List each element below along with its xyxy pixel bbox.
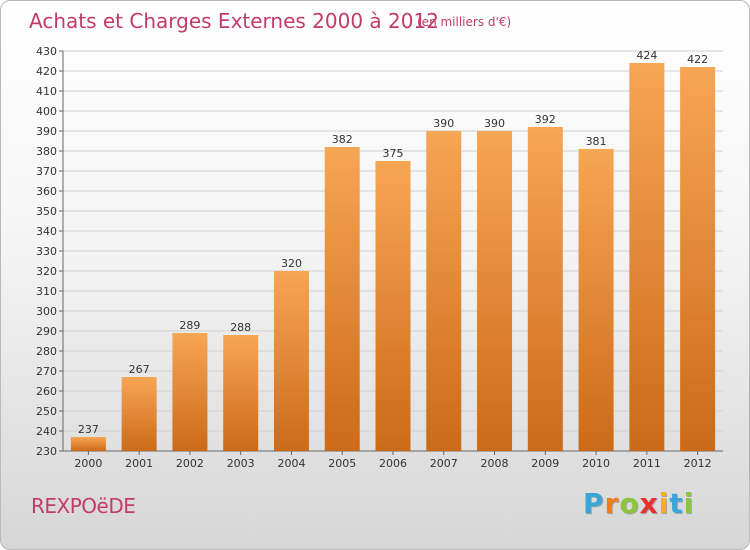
y-tick-label: 360 bbox=[36, 185, 57, 198]
value-label-2012: 422 bbox=[687, 53, 708, 66]
value-label-2009: 392 bbox=[535, 113, 556, 126]
y-tick-label: 410 bbox=[36, 85, 57, 98]
logo-letter: P bbox=[583, 487, 605, 520]
y-tick-label: 280 bbox=[36, 345, 57, 358]
y-tick-label: 370 bbox=[36, 165, 57, 178]
bar-2005 bbox=[324, 147, 360, 451]
bar-2002 bbox=[172, 333, 208, 451]
proxiti-logo: Proxiti bbox=[583, 487, 694, 520]
x-tick-label-2002: 2002 bbox=[176, 457, 204, 470]
value-label-2007: 390 bbox=[433, 117, 454, 130]
bar-2006 bbox=[375, 161, 411, 451]
value-label-2008: 390 bbox=[484, 117, 505, 130]
value-label-2002: 289 bbox=[179, 319, 200, 332]
value-label-2006: 375 bbox=[383, 147, 404, 160]
y-tick-label: 340 bbox=[36, 225, 57, 238]
x-tick-label-2003: 2003 bbox=[227, 457, 255, 470]
bar-2000 bbox=[70, 437, 106, 451]
y-tick-label: 350 bbox=[36, 205, 57, 218]
logo-letter: x bbox=[639, 487, 659, 520]
x-tick-label-2004: 2004 bbox=[277, 457, 305, 470]
y-tick-label: 310 bbox=[36, 285, 57, 298]
axes: 230 240 250 260 270 280 290 300 310 320 330 340 350 3… bbox=[36, 45, 723, 470]
bar-2011 bbox=[629, 63, 665, 451]
bar-2003 bbox=[223, 335, 259, 451]
x-tick-label-2007: 2007 bbox=[430, 457, 458, 470]
logo-letter: i bbox=[658, 487, 670, 520]
logo-letter: t bbox=[669, 487, 684, 520]
y-tick-label: 400 bbox=[36, 105, 57, 118]
value-label-2000: 237 bbox=[78, 423, 99, 436]
value-label-2010: 381 bbox=[586, 135, 607, 148]
value-label-2005: 382 bbox=[332, 133, 353, 146]
chart-subtitle: (en milliers d'€) bbox=[417, 15, 511, 29]
y-tick-label: 420 bbox=[36, 65, 57, 78]
value-label-2001: 267 bbox=[129, 363, 150, 376]
bar-2001 bbox=[121, 377, 157, 451]
value-label-2003: 288 bbox=[230, 321, 251, 334]
bar-2010 bbox=[578, 149, 614, 451]
chart-title: Achats et Charges Externes 2000 à 2012 bbox=[29, 9, 439, 33]
value-label-2011: 424 bbox=[636, 49, 657, 62]
x-tick-label-2010: 2010 bbox=[582, 457, 610, 470]
y-tick-label: 300 bbox=[36, 305, 57, 318]
bar-2004 bbox=[273, 271, 309, 451]
logo-letter: r bbox=[604, 487, 620, 520]
x-tick-label-2011: 2011 bbox=[633, 457, 661, 470]
bar-2008 bbox=[477, 131, 513, 451]
y-tick-label: 320 bbox=[36, 265, 57, 278]
y-tick-label: 390 bbox=[36, 125, 57, 138]
x-tick-label-2008: 2008 bbox=[481, 457, 509, 470]
y-tick-label: 240 bbox=[36, 425, 57, 438]
bars: 237 267 289 288 320 382 375 390 390 392 381 424 422 bbox=[70, 49, 716, 451]
y-tick-label: 330 bbox=[36, 245, 57, 258]
y-tick-label: 260 bbox=[36, 385, 57, 398]
bar-2009 bbox=[527, 127, 563, 451]
x-tick-label-2006: 2006 bbox=[379, 457, 407, 470]
x-tick-label-2000: 2000 bbox=[74, 457, 102, 470]
logo-letter: i bbox=[683, 487, 695, 520]
x-tick-label-2009: 2009 bbox=[531, 457, 559, 470]
y-tick-label: 290 bbox=[36, 325, 57, 338]
bar-2012 bbox=[680, 67, 716, 451]
bar-2007 bbox=[426, 131, 462, 451]
x-tick-label-2005: 2005 bbox=[328, 457, 356, 470]
logo-letter: o bbox=[619, 487, 640, 520]
x-tick-label-2012: 2012 bbox=[684, 457, 712, 470]
commune-name: REXPOëDE bbox=[31, 494, 136, 518]
x-tick-label-2001: 2001 bbox=[125, 457, 153, 470]
y-tick-label: 380 bbox=[36, 145, 57, 158]
y-tick-label: 270 bbox=[36, 365, 57, 378]
y-tick-label: 230 bbox=[36, 445, 57, 458]
value-label-2004: 320 bbox=[281, 257, 302, 270]
y-tick-label: 250 bbox=[36, 405, 57, 418]
y-tick-label: 430 bbox=[36, 45, 57, 58]
